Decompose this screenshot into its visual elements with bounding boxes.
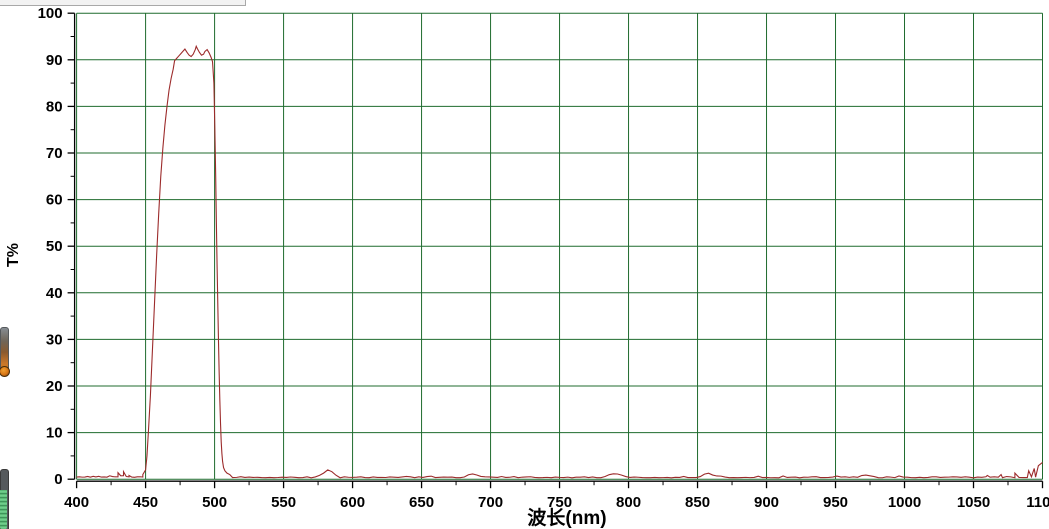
svg-text:100: 100 <box>38 5 63 22</box>
svg-text:400: 400 <box>64 494 89 511</box>
svg-text:30: 30 <box>46 331 63 348</box>
svg-text:70: 70 <box>46 145 63 162</box>
svg-text:0: 0 <box>54 471 62 488</box>
svg-text:800: 800 <box>616 494 641 511</box>
svg-text:450: 450 <box>133 494 158 511</box>
svg-text:1050: 1050 <box>957 494 990 511</box>
svg-text:850: 850 <box>685 494 710 511</box>
svg-text:600: 600 <box>340 494 365 511</box>
svg-text:40: 40 <box>46 285 63 302</box>
svg-text:950: 950 <box>823 494 848 511</box>
svg-text:700: 700 <box>478 494 503 511</box>
svg-text:波长(nm): 波长(nm) <box>527 506 606 529</box>
svg-text:20: 20 <box>46 378 63 395</box>
svg-text:650: 650 <box>409 494 434 511</box>
svg-text:90: 90 <box>46 52 63 69</box>
svg-text:500: 500 <box>202 494 227 511</box>
svg-text:1000: 1000 <box>888 494 921 511</box>
svg-text:80: 80 <box>46 98 63 115</box>
svg-text:60: 60 <box>46 192 63 209</box>
svg-text:T%: T% <box>5 243 22 267</box>
svg-text:900: 900 <box>754 494 779 511</box>
svg-text:550: 550 <box>271 494 296 511</box>
svg-text:50: 50 <box>46 238 63 255</box>
svg-text:10: 10 <box>46 425 63 442</box>
